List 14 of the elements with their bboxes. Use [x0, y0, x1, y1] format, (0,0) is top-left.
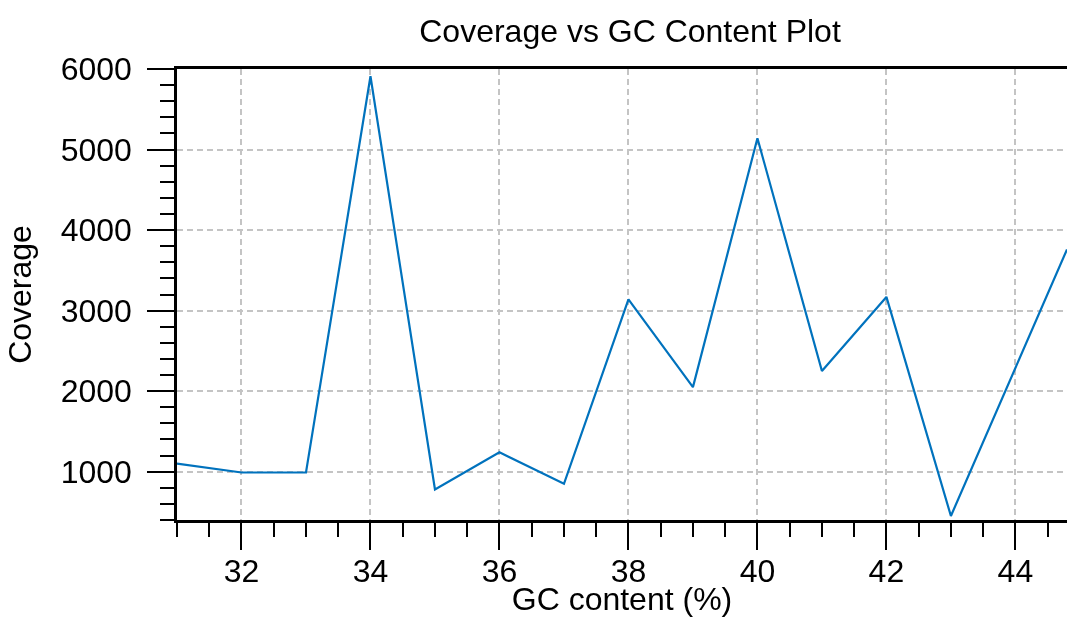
y-tick-label: 5000 [60, 131, 132, 168]
y-axis-title: Coverage [1, 225, 38, 364]
x-tick-label: 34 [352, 553, 389, 590]
x-tick-label: 42 [868, 553, 905, 590]
chart-title: Coverage vs GC Content Plot [419, 13, 841, 50]
y-tick-label: 3000 [60, 292, 132, 329]
y-tick-label: 4000 [60, 212, 132, 249]
x-tick-label: 44 [997, 553, 1034, 590]
x-tick-label: 40 [739, 553, 776, 590]
line-series [177, 75, 1067, 518]
y-tick-label: 1000 [60, 453, 132, 490]
y-tick-label: 2000 [60, 373, 132, 410]
x-tick-label: 32 [223, 553, 260, 590]
y-tick-label: 6000 [60, 51, 132, 88]
